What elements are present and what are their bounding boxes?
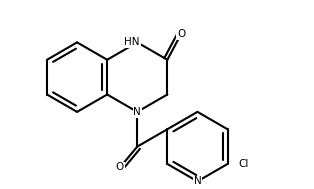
Text: O: O bbox=[177, 29, 185, 39]
Text: O: O bbox=[116, 163, 124, 172]
Text: N: N bbox=[133, 107, 141, 117]
Text: N: N bbox=[193, 176, 201, 186]
Text: HN: HN bbox=[124, 37, 140, 47]
Text: Cl: Cl bbox=[238, 159, 248, 169]
